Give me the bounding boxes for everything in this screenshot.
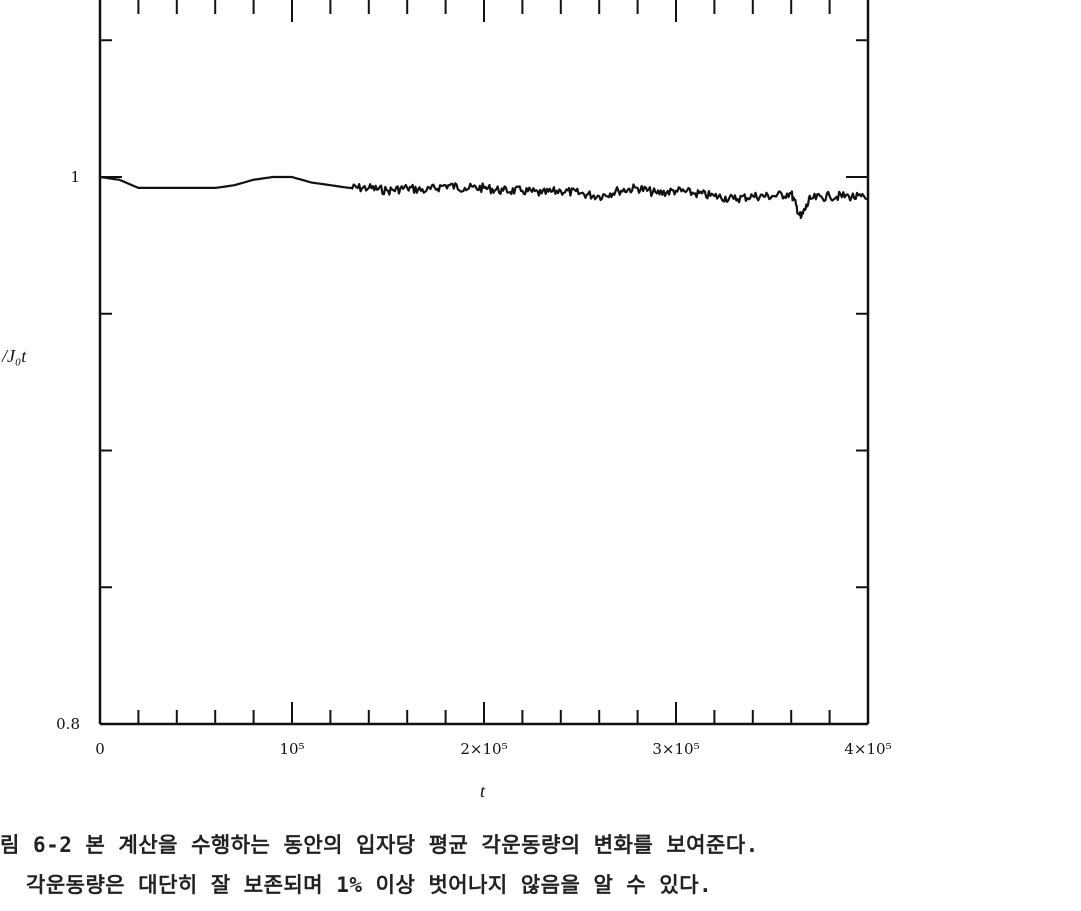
chart-plot: 0 10⁵ 2×10⁵ 3×10⁵ 4×10⁵ 0.8 1 /J₀t t	[1, 0, 892, 800]
x-axis-label: t	[480, 781, 486, 800]
y-axis-label: /J₀t	[1, 346, 27, 366]
x-tick-label: 3×10⁵	[652, 740, 699, 758]
y-tick-label: 1	[70, 168, 80, 186]
x-tick-label: 2×10⁵	[460, 740, 507, 758]
x-tick-label: 0	[95, 740, 105, 758]
x-tick-label: 10⁵	[279, 740, 304, 758]
x-tick-label: 4×10⁵	[844, 740, 891, 758]
y-tick-label: 0.8	[56, 715, 80, 733]
data-series-line	[99, 175, 869, 220]
figure-caption-line-2: 각운동량은 대단히 잘 보존되며 1% 이상 벗어나지 않음을 알 수 있다.	[26, 873, 713, 897]
figure-caption-line-1: 림 6-2 본 계산을 수행하는 동안의 입자당 평균 각운동량의 변화를 보여…	[0, 833, 759, 857]
